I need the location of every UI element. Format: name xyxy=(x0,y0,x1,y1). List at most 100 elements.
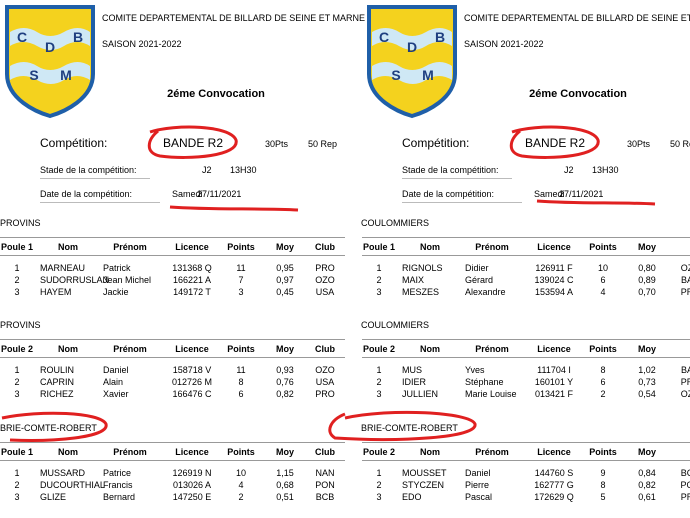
column-header: Poule 1 xyxy=(362,242,396,252)
cell: Marie Louise xyxy=(465,389,517,399)
cell: Daniel xyxy=(103,365,129,375)
cell: 1 xyxy=(14,365,20,375)
rule xyxy=(0,357,345,358)
column-header: Nom xyxy=(420,242,440,252)
cell: 0,82 xyxy=(276,389,294,399)
cell: 1 xyxy=(376,468,382,478)
column-header: Prénom xyxy=(113,344,147,354)
cell: Jackie xyxy=(103,287,129,297)
logo: C D B S M xyxy=(5,5,95,119)
red-circle xyxy=(509,125,600,159)
cell: 144760 S xyxy=(534,468,574,478)
cell: 1,02 xyxy=(638,365,656,375)
competition-label: Compétition: xyxy=(40,136,108,150)
cell: 11 xyxy=(236,365,246,375)
column-header: Points xyxy=(589,344,617,354)
column-header: Licence xyxy=(175,242,209,252)
cell: 0,68 xyxy=(276,480,294,490)
location: PROVINS xyxy=(0,320,41,330)
cell: Gérard xyxy=(465,275,494,285)
cell: 10 xyxy=(235,468,247,478)
time: 13H30 xyxy=(230,165,257,175)
column-header: Prénom xyxy=(475,447,509,457)
location: COULOMMIERS xyxy=(361,320,430,330)
cell: PO xyxy=(680,480,690,490)
competition-label: Compétition: xyxy=(402,136,470,150)
weekday: Samedi xyxy=(172,189,203,199)
cell: PR xyxy=(680,492,690,502)
cell: 139024 C xyxy=(534,275,574,285)
column-header: Prénom xyxy=(113,447,147,457)
cell: 149172 T xyxy=(173,287,211,297)
rule xyxy=(0,339,345,340)
cell: 126919 N xyxy=(172,468,212,478)
cell: Bernard xyxy=(103,492,136,502)
cell: 6 xyxy=(600,275,606,285)
cell: PON xyxy=(315,480,335,490)
venue-label: Stade de la compétition: xyxy=(402,165,499,175)
column-header: Moy xyxy=(276,447,294,457)
cell: 1 xyxy=(376,263,382,273)
cell: USA xyxy=(315,287,335,297)
cell: OZ xyxy=(680,389,690,399)
location: BRIE-COMTE-ROBERT xyxy=(361,423,458,433)
cell: MUS xyxy=(402,365,422,375)
column-header: Moy xyxy=(638,447,656,457)
cell: 3 xyxy=(376,389,382,399)
time: 13H30 xyxy=(592,165,619,175)
cell: MOUSSET xyxy=(402,468,447,478)
rule xyxy=(40,178,150,179)
red-circle xyxy=(1,411,108,442)
logo-letter: S xyxy=(391,67,400,83)
cell: BC xyxy=(680,468,690,478)
competition-name: BANDE R2 xyxy=(163,136,224,150)
cell: Alain xyxy=(103,377,124,387)
logo-letter: B xyxy=(435,29,445,45)
venue-label: Stade de la compétition: xyxy=(40,165,137,175)
cell: 172629 Q xyxy=(534,492,574,502)
title: 2éme Convocation xyxy=(529,88,627,100)
cell: Yves xyxy=(465,365,485,375)
column-header: Licence xyxy=(537,447,571,457)
logo-letter: S xyxy=(29,67,38,83)
cell: 1 xyxy=(14,263,20,273)
cell: OZO xyxy=(315,365,335,375)
cell: STYCZEN xyxy=(402,480,445,490)
cell: 013026 A xyxy=(172,480,212,490)
cell: 2 xyxy=(600,389,606,399)
location: BRIE-COMTE-ROBERT xyxy=(0,423,97,433)
cell: USA xyxy=(315,377,335,387)
cell: 0,82 xyxy=(638,480,656,490)
cell: PRO xyxy=(315,389,335,399)
cell: 2 xyxy=(376,377,382,387)
rule xyxy=(362,255,690,256)
cell: 126911 F xyxy=(535,263,573,273)
cell: IDIER xyxy=(402,377,427,387)
column-header: Club xyxy=(315,447,335,457)
cell: Pascal xyxy=(465,492,493,502)
cell: 11 xyxy=(236,263,246,273)
cell: Daniel xyxy=(465,468,491,478)
column-header: Prénom xyxy=(475,242,509,252)
cell: 4 xyxy=(600,287,606,297)
cell: Pierre xyxy=(465,480,490,490)
cell: 0,89 xyxy=(638,275,656,285)
cell: 0,76 xyxy=(276,377,294,387)
cell: 1,15 xyxy=(276,468,294,478)
cell: 0,70 xyxy=(638,287,656,297)
column-header: Poule 2 xyxy=(362,447,396,457)
red-circle xyxy=(328,410,477,441)
cell: 153594 A xyxy=(534,287,574,297)
column-header: Points xyxy=(227,242,255,252)
cell: JULLIEN xyxy=(402,389,439,399)
cell: 158718 V xyxy=(172,365,212,375)
cell: 3 xyxy=(376,492,382,502)
cell: SUDORRUSLAN xyxy=(40,275,110,285)
cell: 7 xyxy=(238,275,244,285)
cell: 9 xyxy=(600,468,606,478)
cell: 1 xyxy=(14,468,20,478)
logo-letter: C xyxy=(17,29,27,45)
location: COULOMMIERS xyxy=(361,218,430,228)
cell: 2 xyxy=(14,480,20,490)
points: 30Pts xyxy=(265,139,289,149)
